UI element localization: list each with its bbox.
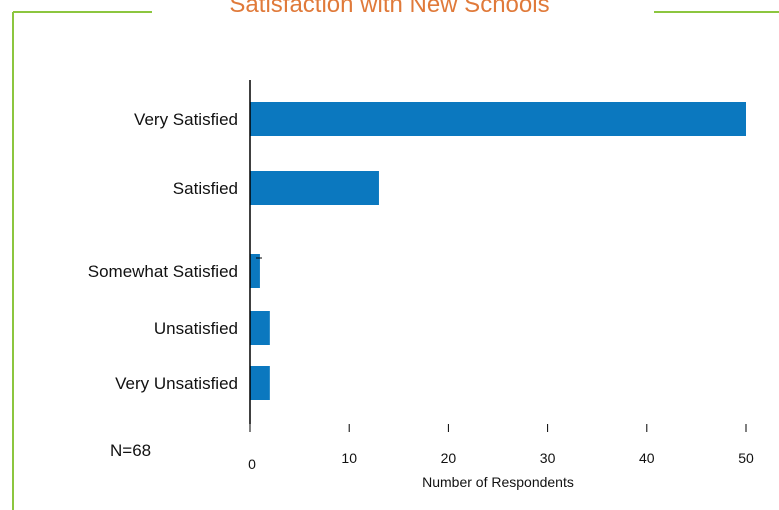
x-tick-label: 10 [341,450,357,466]
category-label: Very Unsatisfied [115,374,238,393]
category-label: Satisfied [173,179,238,198]
category-label: Unsatisfied [154,319,238,338]
x-tick-label: 20 [441,450,457,466]
bar-satisfied [250,171,379,205]
sample-size-note: N=68 [110,441,152,460]
x-tick-label: 50 [738,450,754,466]
x-axis-label: Number of Respondents [422,474,574,490]
x-tick-label: 40 [639,450,655,466]
bar-unsatisfied [250,311,270,345]
chart-title: Satisfaction with New Schools [229,0,550,18]
bar-very-unsatisfied [250,366,270,400]
bar-somewhat-satisfied [250,254,260,288]
x-tick-label: 0 [248,456,256,472]
x-tick-label: 30 [540,450,556,466]
category-label: Very Satisfied [134,110,238,129]
bar-very-satisfied [250,102,746,136]
plot-area: Very Satisfied Satisfied Somewhat Satisfie… [88,80,754,490]
category-label: Somewhat Satisfied [88,262,238,281]
